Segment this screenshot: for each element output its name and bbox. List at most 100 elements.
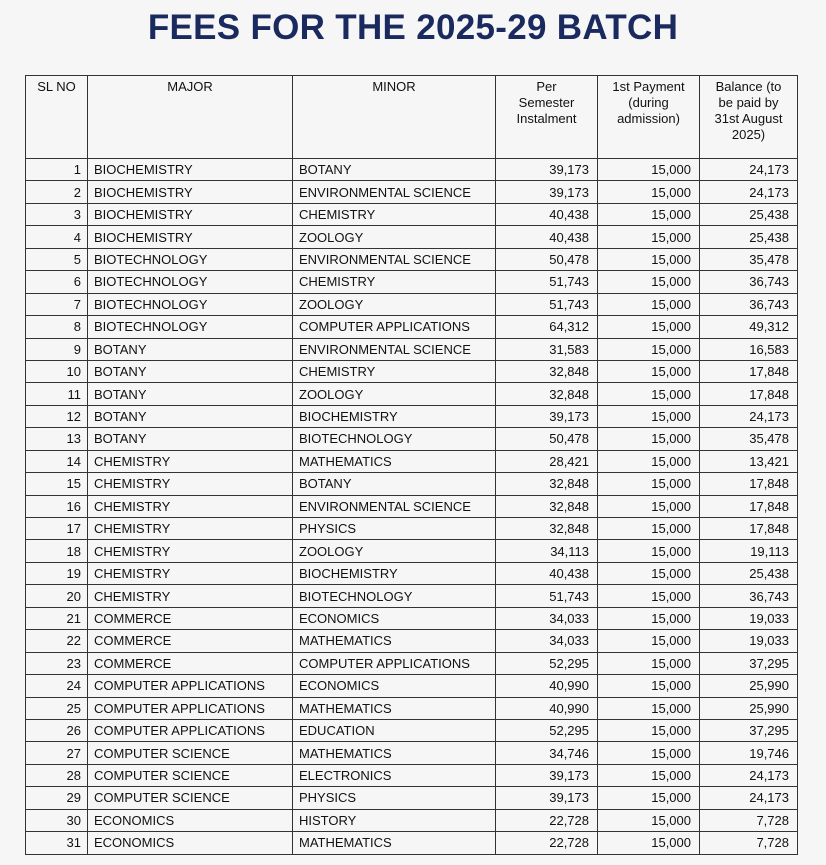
table-cell: 37,295 <box>699 651 798 676</box>
table-cell: MATHEMATICS <box>292 449 496 474</box>
table-cell: 15,000 <box>597 831 700 855</box>
table-cell: EDUCATION <box>292 718 496 743</box>
header-line: (during <box>628 95 669 110</box>
table-row: 1 BIOCHEMISTRY BOTANY 39,173 15,000 24,173 <box>25 157 798 182</box>
table-cell: BOTANY <box>87 427 293 451</box>
header-cell: 1st Payment (during admission) <box>597 75 700 159</box>
table-cell: 40,990 <box>495 674 598 698</box>
table-cell: 7 <box>25 292 88 317</box>
table-row: 16 CHEMISTRY ENVIRONMENTAL SCIENCE 32,848 15… <box>25 494 798 519</box>
table-cell: 36,743 <box>699 584 798 608</box>
table-cell: 15,000 <box>597 494 700 519</box>
table-cell: 28,421 <box>495 449 598 474</box>
table-row: 14 CHEMISTRY MATHEMATICS 28,421 15,000 13,421 <box>25 449 798 474</box>
header-cell: Balance (to be paid by 31st August 2025) <box>699 75 798 159</box>
table-cell: 32,848 <box>495 472 598 496</box>
table-cell: 25,438 <box>699 202 798 227</box>
table-cell: 15,000 <box>597 180 700 204</box>
table-cell: HISTORY <box>292 808 496 833</box>
table-cell: 39,173 <box>495 180 598 204</box>
header-line: 2025) <box>731 127 766 142</box>
table-cell: 8 <box>25 315 88 339</box>
table-row: 30 ECONOMICS HISTORY 22,728 15,000 7,728 <box>25 808 798 833</box>
table-cell: 15,000 <box>597 315 700 339</box>
table-cell: 15,000 <box>597 718 700 743</box>
header-line: Balance (to <box>715 79 782 94</box>
table-cell: CHEMISTRY <box>87 561 293 586</box>
table-row: 23 COMMERCE COMPUTER APPLICATIONS 52,295 15,… <box>25 651 798 676</box>
table-cell: 37,295 <box>699 718 798 743</box>
table-cell: 26 <box>25 718 88 743</box>
table-cell: 24 <box>25 674 88 698</box>
table-cell: 29 <box>25 786 88 810</box>
table-row: 22 COMMERCE MATHEMATICS 34,033 15,000 19,033 <box>25 629 798 653</box>
table-cell: 15,000 <box>597 741 700 765</box>
table-cell: 19,033 <box>699 606 798 631</box>
table-cell: 17,848 <box>699 382 798 406</box>
table-cell: BOTANY <box>87 382 293 406</box>
table-cell: 15,000 <box>597 808 700 833</box>
table-cell: CHEMISTRY <box>292 270 496 294</box>
table-cell: 28 <box>25 763 88 788</box>
table-cell: COMMERCE <box>87 629 293 653</box>
table-cell: CHEMISTRY <box>87 494 293 519</box>
table-cell: 40,438 <box>495 225 598 249</box>
header-line: 1st Payment <box>612 79 685 94</box>
table-cell: 50,478 <box>495 427 598 451</box>
table-cell: BIOTECHNOLOGY <box>87 270 293 294</box>
header-line: SL NO <box>37 79 76 94</box>
table-cell: 15,000 <box>597 225 700 249</box>
header-line: admission) <box>617 111 680 126</box>
table-cell: 15,000 <box>597 539 700 563</box>
table-cell: CHEMISTRY <box>87 539 293 563</box>
table-row: 18 CHEMISTRY ZOOLOGY 34,113 15,000 19,113 <box>25 539 798 563</box>
table-row: 2 BIOCHEMISTRY ENVIRONMENTAL SCIENCE 39,173… <box>25 180 798 204</box>
table-cell: BIOCHEMISTRY <box>87 157 293 182</box>
table-row: 10 BOTANY CHEMISTRY 32,848 15,000 17,848 <box>25 359 798 384</box>
table-cell: 22,728 <box>495 831 598 855</box>
table-cell: 49,312 <box>699 315 798 339</box>
table-row: 17 CHEMISTRY PHYSICS 32,848 15,000 17,848 <box>25 516 798 541</box>
table-cell: COMPUTER SCIENCE <box>87 786 293 810</box>
table-cell: 3 <box>25 202 88 227</box>
table-cell: 15,000 <box>597 359 700 384</box>
table-cell: BIOCHEMISTRY <box>87 225 293 249</box>
table-cell: 20 <box>25 584 88 608</box>
table-cell: 34,033 <box>495 629 598 653</box>
table-row: 6 BIOTECHNOLOGY CHEMISTRY 51,743 15,000 36,74… <box>25 270 798 294</box>
table-cell: 25,990 <box>699 696 798 720</box>
table-cell: 51,743 <box>495 584 598 608</box>
table-cell: CHEMISTRY <box>292 359 496 384</box>
table-cell: 7,728 <box>699 808 798 833</box>
table-cell: 12 <box>25 404 88 429</box>
table-cell: 22,728 <box>495 808 598 833</box>
table-row: 20 CHEMISTRY BIOTECHNOLOGY 51,743 15,000 36,7… <box>25 584 798 608</box>
table-cell: 4 <box>25 225 88 249</box>
table-cell: 2 <box>25 180 88 204</box>
table-cell: 39,173 <box>495 786 598 810</box>
table-row: 28 COMPUTER SCIENCE ELECTRONICS 39,173 15,00… <box>25 763 798 788</box>
table-cell: 17,848 <box>699 494 798 519</box>
table-cell: BIOTECHNOLOGY <box>87 315 293 339</box>
table-cell: 11 <box>25 382 88 406</box>
table-cell: ECONOMICS <box>87 831 293 855</box>
table-row: 11 BOTANY ZOOLOGY 32,848 15,000 17,848 <box>25 382 798 406</box>
table-row: 27 COMPUTER SCIENCE MATHEMATICS 34,746 15,00… <box>25 741 798 765</box>
table-cell: 35,478 <box>699 247 798 272</box>
table-cell: 15,000 <box>597 674 700 698</box>
table-cell: BOTANY <box>292 472 496 496</box>
table-cell: 21 <box>25 606 88 631</box>
table-row: 5 BIOTECHNOLOGY ENVIRONMENTAL SCIENCE 50,47… <box>25 247 798 272</box>
table-cell: ENVIRONMENTAL SCIENCE <box>292 494 496 519</box>
header-line: 31st August <box>714 111 783 126</box>
table-row: 21 COMMERCE ECONOMICS 34,033 15,000 19,033 <box>25 606 798 631</box>
table-cell: 34,746 <box>495 741 598 765</box>
table-cell: 52,295 <box>495 718 598 743</box>
table-row: 7 BIOTECHNOLOGY ZOOLOGY 51,743 15,000 36,743 <box>25 292 798 317</box>
table-cell: COMPUTER APPLICATIONS <box>87 674 293 698</box>
table-cell: 40,990 <box>495 696 598 720</box>
table-row: 25 COMPUTER APPLICATIONS MATHEMATICS 40,990… <box>25 696 798 720</box>
table-cell: 15,000 <box>597 561 700 586</box>
table-cell: MATHEMATICS <box>292 831 496 855</box>
